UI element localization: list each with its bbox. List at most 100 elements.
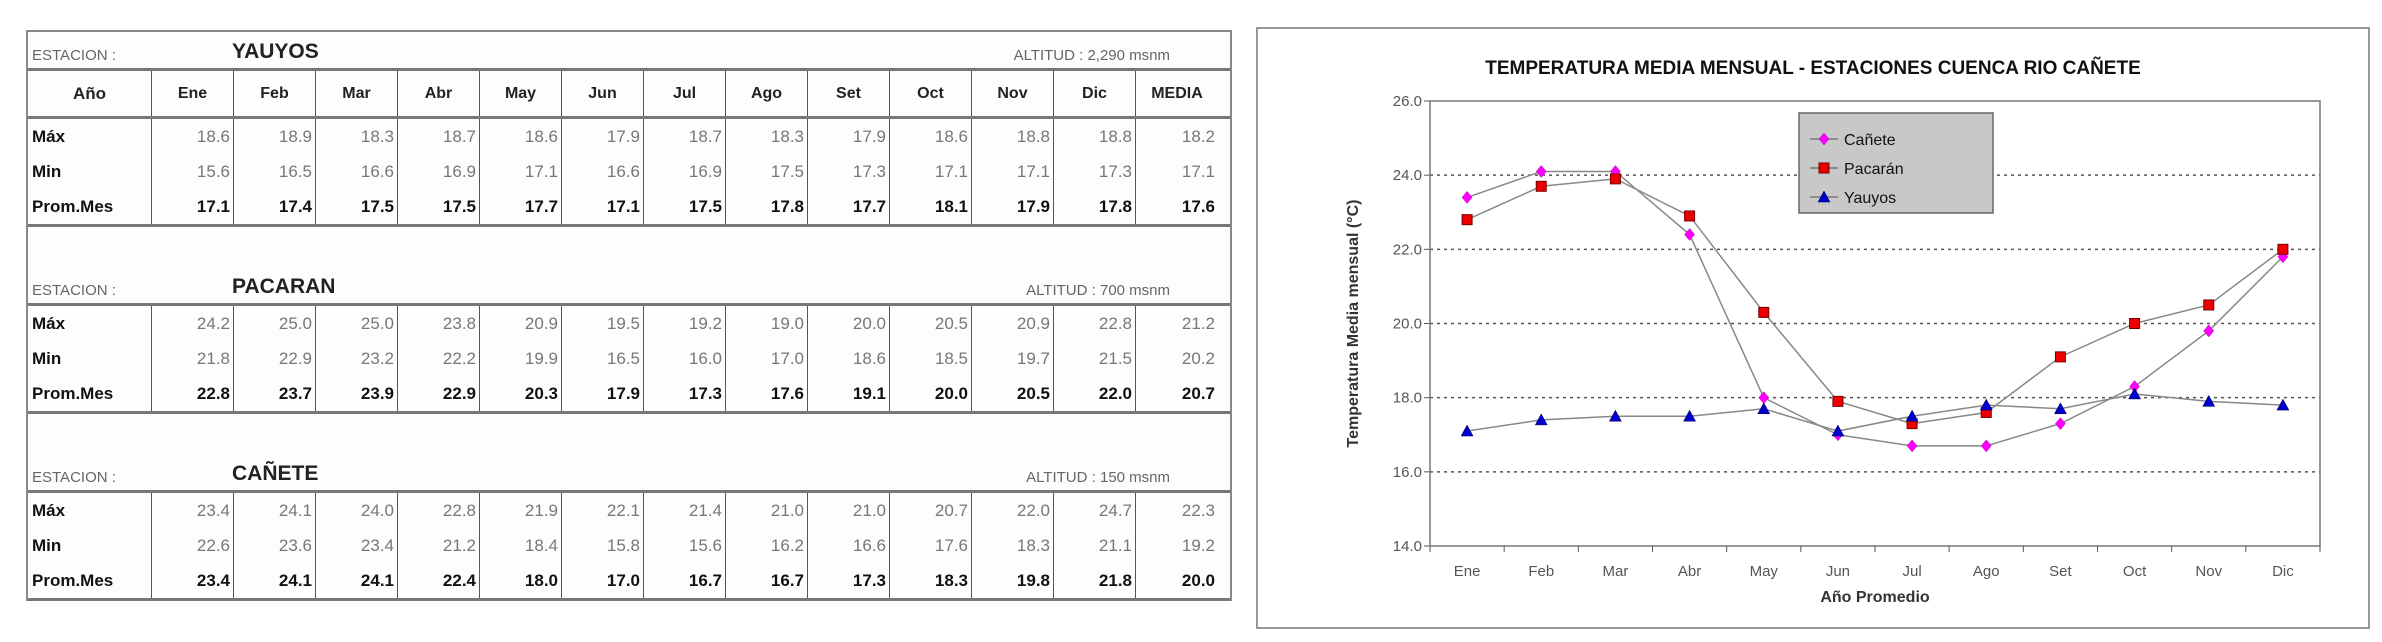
data-point-yauyos: [1460, 424, 1474, 437]
table-row: Min 15.6 16.5 16.6 16.9 17.1 16.6 16.9 17.5 17.3 1…: [28, 154, 1230, 189]
table-cell: 17.9: [808, 119, 890, 154]
table-cell: 20.0: [808, 306, 890, 341]
table-cell: 16.2: [726, 528, 808, 563]
line-chart: TEMPERATURA MEDIA MENSUAL - ESTACIONES C…: [1345, 57, 2321, 606]
x-axis-label: Año Promedio: [1820, 589, 1930, 606]
station-name: CAÑETE: [232, 462, 319, 485]
column-header-row: Año Ene Feb Mar Abr May Jun Jul Ago Set Oct Nov Dic M…: [28, 71, 1230, 119]
data-point-pacarán: [1832, 395, 1844, 407]
table-cell: 22.4: [398, 563, 480, 598]
table-row: Máx 24.2 25.0 25.0 23.8 20.9 19.5 19.2 19.0 20.0 2…: [28, 306, 1230, 341]
station-header: ESTACION : CAÑETE ALTITUD : 150 msnm: [28, 454, 1230, 493]
data-point-pacarán: [1684, 210, 1696, 222]
y-tick-label: 16.0: [1393, 464, 1422, 481]
station-header: ESTACION : PACARAN ALTITUD : 700 msnm: [28, 267, 1230, 306]
table-cell: 23.4: [316, 528, 398, 563]
table-cell: 19.5: [562, 306, 644, 341]
chart-container: TEMPERATURA MEDIA MENSUAL - ESTACIONES C…: [1256, 27, 2370, 629]
table-cell: 16.5: [234, 154, 316, 189]
legend-label: Pacarán: [1844, 161, 1904, 178]
table-cell: 21.0: [726, 493, 808, 528]
station-name: YAUYOS: [232, 40, 319, 63]
table-cell: 22.9: [234, 341, 316, 376]
table-cell: 22.8: [398, 493, 480, 528]
table-cell: 21.8: [152, 341, 234, 376]
table-cell: 18.3: [890, 563, 972, 598]
table-cell: 24.1: [234, 493, 316, 528]
data-point-pacarán: [2129, 318, 2141, 329]
table-cell: 23.4: [152, 563, 234, 598]
table-cell: 17.3: [1054, 154, 1136, 189]
series-line-cañete: [1466, 170, 2284, 447]
table-cell: 17.1: [480, 154, 562, 189]
table-cell: 25.0: [316, 306, 398, 341]
table-cell: 18.0: [480, 563, 562, 598]
table-cell: 22.0: [1054, 376, 1136, 411]
table-row: Prom.Mes 22.8 23.7 23.9 22.9 20.3 17.9 17.3 17.6…: [28, 376, 1230, 414]
table-row: Min 21.8 22.9 23.2 22.2 19.9 16.5 16.0 17.0 18.6 1…: [28, 341, 1230, 376]
station-label: ESTACION :: [32, 47, 116, 64]
table-cell: 22.3: [1181, 500, 1215, 520]
x-tick-label: Jul: [1902, 563, 1921, 580]
table-row: Prom.Mes 17.1 17.4 17.5 17.5 17.7 17.1 17.5 17.8…: [28, 189, 1230, 227]
table-cell: 24.2: [152, 306, 234, 341]
y-tick-label: 18.0: [1393, 390, 1422, 407]
table-row: Máx 23.4 24.1 24.0 22.8 21.9 22.1 21.4 21.0 21.0 2…: [28, 493, 1230, 528]
column-header: Ene: [152, 71, 234, 116]
x-tick-label: Dic: [2272, 563, 2294, 580]
column-header: Jun: [562, 71, 644, 116]
table-cell: 24.7: [1054, 493, 1136, 528]
table-cell: 16.6: [316, 154, 398, 189]
table-cell: 16.6: [808, 528, 890, 563]
table-cell: 21.4: [644, 493, 726, 528]
table-cell: 23.7: [234, 376, 316, 411]
column-header: May: [480, 71, 562, 116]
table-cell: 22.1: [562, 493, 644, 528]
column-header: Feb: [234, 71, 316, 116]
table-cell: 18.6: [480, 119, 562, 154]
station-name: PACARAN: [232, 275, 336, 298]
x-tick-label: Jun: [1826, 563, 1850, 580]
data-point-yauyos: [2276, 398, 2290, 411]
table-cell: 19.0: [726, 306, 808, 341]
station-altitude: ALTITUD : 150 msnm: [1026, 469, 1170, 486]
table-cell: 21.5: [1054, 341, 1136, 376]
data-point-cañete: [1535, 165, 1547, 178]
legend-label: Cañete: [1844, 132, 1896, 149]
table-cell: 23.8: [398, 306, 480, 341]
x-tick-label: Abr: [1678, 563, 1701, 580]
series-line-yauyos: [1466, 393, 2283, 432]
data-point-cañete: [1758, 391, 1770, 405]
table-cell: 18.3: [726, 119, 808, 154]
data-point-cañete: [2055, 417, 2066, 431]
table-cell: 17.1: [1181, 161, 1215, 181]
data-point-pacarán: [2277, 243, 2289, 255]
data-point-cañete: [1684, 228, 1695, 241]
column-header: Dic: [1054, 71, 1136, 116]
row-label: Máx: [28, 493, 152, 528]
table-cell: 17.5: [316, 189, 398, 224]
table-cell: 23.9: [316, 376, 398, 411]
table-cell: 18.7: [644, 119, 726, 154]
section-spacer: [28, 227, 1230, 267]
table-cell: 17.7: [480, 189, 562, 224]
table-cell: 17.3: [644, 376, 726, 411]
data-point-yauyos: [1608, 409, 1622, 422]
table-cell: 15.6: [644, 528, 726, 563]
column-header: Mar: [316, 71, 398, 116]
table-cell: 16.9: [644, 154, 726, 189]
column-header: Oct: [890, 71, 972, 116]
table-cell: 15.6: [152, 154, 234, 189]
column-header: Abr: [398, 71, 480, 116]
data-point-yauyos: [1534, 413, 1548, 426]
table-cell: 17.8: [726, 189, 808, 224]
table-cell: 18.7: [398, 119, 480, 154]
data-point-pacarán: [1609, 173, 1621, 185]
table-cell: 20.0: [1181, 570, 1215, 590]
table-cell: 17.1: [890, 154, 972, 189]
row-label: Min: [28, 341, 152, 376]
table-cell: 20.7: [1181, 383, 1215, 403]
y-tick-label: 20.0: [1393, 316, 1422, 333]
table-cell: 17.7: [808, 189, 890, 224]
legend-marker-yauyos: [1817, 190, 1831, 203]
